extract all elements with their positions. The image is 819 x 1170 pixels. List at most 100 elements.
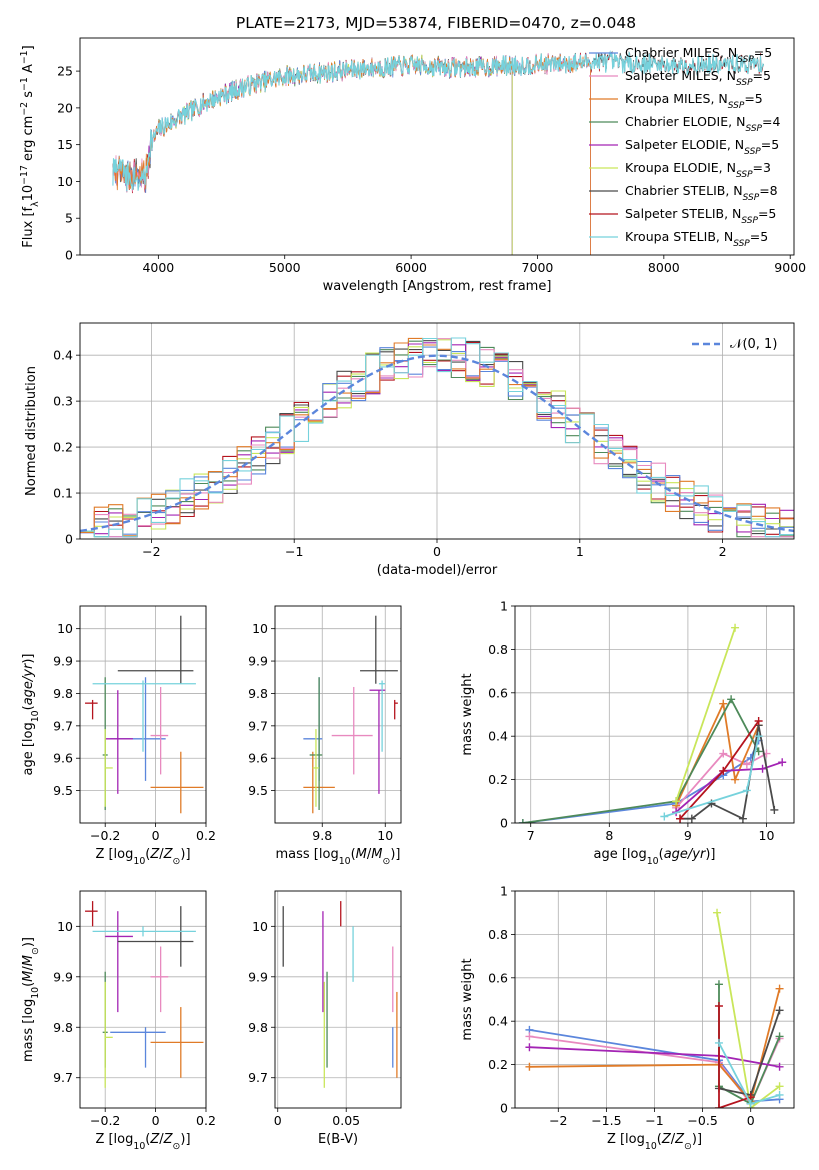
x-axis-label-part: wavelength [Angstrom, rest frame]: [323, 279, 552, 294]
legend-entry: Chabrier MILES, NSSP=5: [625, 45, 772, 65]
y-tick-label: 0.8: [488, 642, 508, 657]
plot-area: [112, 50, 765, 255]
x-axis-label-part: Z: [163, 847, 174, 862]
x-axis-label-part: mass [log: [276, 847, 339, 862]
spectrum-salpeter-elodie: [145, 55, 513, 255]
y-tick-label: 10: [252, 919, 268, 934]
y-tick-label: 0.2: [488, 772, 508, 787]
y-axis-label-part: mass weight: [460, 958, 475, 1040]
x-tick-label: 0.2: [196, 1113, 216, 1128]
y-tick-label: 10: [57, 621, 73, 636]
x-tick-label: 7000: [522, 260, 554, 275]
weight-marker: [775, 984, 784, 993]
y-tick-label: 0.4: [53, 348, 73, 363]
y-axis-label-part: Normed distribution: [24, 366, 39, 496]
legend-entry-part: Salpeter MILES, N: [625, 68, 736, 83]
y-tick-label: 0.2: [53, 440, 73, 455]
weight-marker: [746, 1099, 755, 1108]
legend-entry-part: Chabrier ELODIE, N: [625, 114, 745, 129]
x-axis-label-part: /: [159, 1132, 164, 1147]
legend-entry-part: SSP: [743, 193, 760, 203]
legend-entry: Salpeter MILES, NSSP=5: [625, 68, 771, 88]
y-tick-label: 0: [500, 1101, 508, 1116]
plot-area: [525, 908, 784, 1108]
errorbar-point: [110, 677, 166, 781]
y-tick-label: 0.1: [53, 486, 73, 501]
weight-marker: [731, 775, 740, 784]
legend-entry-part: Salpeter ELODIE, N: [625, 137, 744, 152]
axes-overlay: 4000 5000 6000 7000 8000 9000 0 5 10 15 20 25 Chabri…: [19, 37, 806, 294]
x-axis-label: E(B-V): [318, 1132, 358, 1147]
errorbar-point: [92, 926, 196, 937]
errorbar-point: [150, 686, 169, 775]
legend-entry-part: Chabrier STELIB, N: [625, 183, 743, 198]
x-axis-label-part: Z [log: [95, 1132, 133, 1147]
x-axis-label-part: 10: [339, 856, 351, 867]
x-tick-label: 0.2: [196, 828, 216, 843]
x-axis-label: mass [log10(M/M⊙)]: [276, 847, 401, 867]
y-axis-label-part: A: [21, 64, 36, 77]
x-axis-label-part: Z [log: [95, 847, 133, 862]
x-tick-label: 9000: [774, 260, 806, 275]
weight-marker: [778, 758, 787, 767]
weight-marker: [676, 814, 685, 823]
x-tick-label: 7: [527, 828, 535, 843]
x-tick-label: 0: [274, 1113, 282, 1128]
chart-mass-weight-vs-Z: −2 −1.5 −1 −0.5 000.20.40.60.81Z [log10(Z/Z⊙…: [460, 884, 795, 1152]
plot-area: [85, 615, 204, 814]
y-axis-label-part: ]: [21, 45, 36, 50]
y-tick-label: 0.3: [53, 394, 73, 409]
spectrum-chabrier-elodie: [145, 55, 513, 255]
legend-entry-part: SSP: [728, 101, 745, 111]
x-tick-label: 9: [684, 828, 692, 843]
x-tick-label: 5000: [269, 260, 301, 275]
x-tick-label: 2: [719, 544, 727, 559]
plot-area: [303, 615, 398, 814]
x-axis-label-part: )]: [705, 847, 715, 862]
y-tick-label: 0: [500, 816, 508, 831]
y-axis-label-part: )]: [21, 937, 36, 947]
weight-marker: [518, 819, 527, 823]
x-tick-label: 0: [433, 544, 441, 559]
errorbar-point: [150, 946, 169, 1013]
x-axis-label-part: Z: [149, 847, 160, 862]
x-axis-label-part: (: [351, 847, 356, 862]
y-axis-label-part: λ: [30, 201, 41, 207]
legend-entry-part: SSP: [737, 55, 754, 65]
errorbar-point: [150, 1007, 204, 1078]
y-tick-label: 0.4: [488, 729, 508, 744]
x-axis-label-part: 10: [133, 1141, 145, 1152]
x-tick-label: 8: [605, 828, 613, 843]
y-tick-label: 9.8: [248, 1020, 268, 1035]
weight-marker: [714, 1104, 723, 1108]
y-axis-label-part: 10: [30, 710, 41, 722]
x-axis-label-part: /: [671, 1132, 676, 1147]
y-axis-label-part: Flux [f: [21, 206, 36, 247]
weight-line-salpeter-elodie: [675, 761, 783, 813]
y-tick-label: 9.9: [53, 969, 73, 984]
legend-entry: Chabrier ELODIE, NSSP=4: [625, 114, 780, 134]
x-tick-label: 8000: [648, 260, 680, 275]
histogram-salpeter-miles: [80, 338, 794, 538]
axes-frame: [274, 890, 402, 1109]
normal-curve: [80, 354, 794, 533]
y-tick-label: 0.6: [488, 685, 508, 700]
x-tick-label: −1: [285, 544, 303, 559]
y-tick-label: 20: [57, 100, 73, 115]
y-tick-label: 9.5: [53, 783, 73, 798]
x-tick-label: 10: [759, 828, 775, 843]
y-tick-label: 0: [65, 532, 73, 547]
errorbar-point: [85, 901, 98, 927]
legend-entry-part: =4: [762, 114, 780, 129]
y-tick-label: 10: [57, 174, 73, 189]
x-tick-label: −1.5: [591, 1113, 621, 1128]
x-tick-label: −1: [645, 1113, 663, 1128]
plot-area: [282, 901, 398, 1088]
weight-marker: [525, 1043, 534, 1052]
axes-frame: [79, 37, 795, 256]
y-tick-label: 0.4: [488, 1014, 508, 1029]
